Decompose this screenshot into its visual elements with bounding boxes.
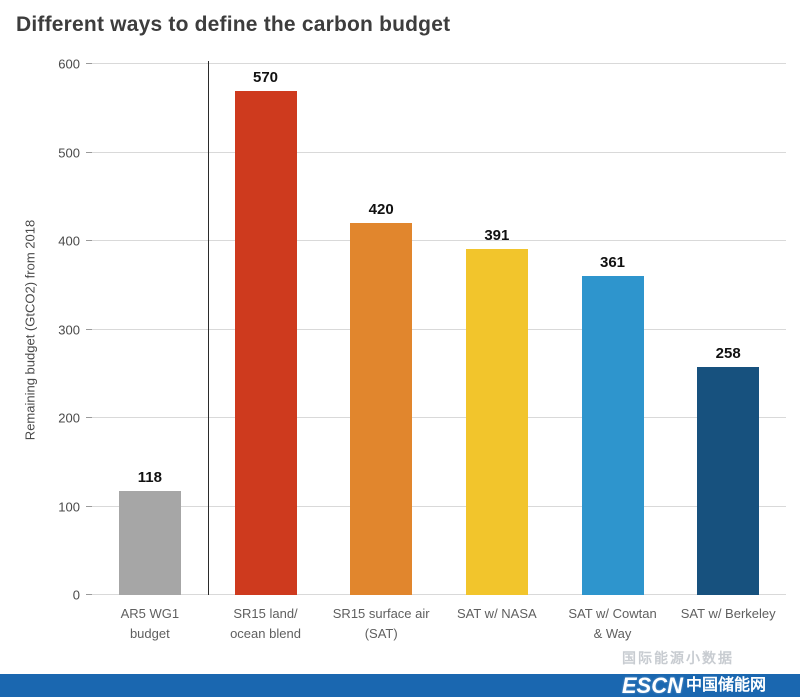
gridline	[92, 328, 786, 330]
grid-layer: 0 100 200 300 400 500 600	[58, 57, 786, 603]
x-axis-category-label: SAT w/ Cowtan & Way	[568, 606, 657, 641]
x-axis-category-label: SAT w/ NASA	[456, 606, 537, 621]
x-axis-labels: AR5 WG1 budget SR15 land/ ocean blend SR15…	[92, 604, 786, 643]
gridline	[92, 417, 786, 418]
bars-row: 118 570 420 391 361 258	[92, 64, 786, 595]
bar-slot: 118	[92, 64, 208, 595]
y-axis-tick	[86, 505, 92, 507]
bar-slot: 570	[208, 64, 324, 595]
y-axis-tick	[86, 594, 92, 595]
bar	[581, 275, 644, 595]
y-tick-label: 100	[58, 499, 80, 514]
footer-brand-strip: ESCN 中国储能网	[0, 674, 800, 697]
y-tick-label: 200	[58, 410, 80, 426]
gridline	[92, 151, 786, 153]
gridline	[92, 505, 786, 507]
bar-slot: 361	[555, 64, 671, 595]
plot-area: 0 100 200 300 400 500 600 118 570 420 391 361 258	[58, 57, 786, 603]
gridline	[92, 594, 786, 595]
bar-slot: 391	[439, 64, 555, 595]
bar-slot: 258	[670, 64, 786, 595]
bar-slot: 420	[323, 64, 439, 595]
separator-line	[207, 61, 209, 595]
bar-value-label: 391	[484, 226, 510, 244]
bar-value-label: 258	[715, 344, 741, 362]
bar	[465, 248, 528, 595]
chart-title: Different ways to define the carbon budg…	[16, 13, 451, 36]
x-axis-category-label: SR15 land/ ocean blend	[230, 606, 301, 641]
bar	[350, 223, 413, 595]
brand-escn-text: ESCN	[621, 672, 683, 697]
y-tick-label: 300	[58, 322, 80, 337]
y-tick-label: 500	[58, 145, 80, 160]
y-axis-tick	[86, 240, 92, 241]
y-axis-tick	[86, 417, 92, 418]
bar	[234, 90, 297, 595]
gridline	[92, 63, 786, 64]
bar-value-label: 420	[368, 201, 394, 219]
y-tick-label: 0	[72, 587, 80, 603]
bar-value-label: 570	[252, 68, 279, 86]
x-axis-category-label: AR5 WG1 budget	[120, 606, 180, 641]
y-axis-tick	[86, 63, 92, 64]
bar-value-label: 361	[600, 253, 626, 271]
brand-chinese-name: 中国储能网	[685, 676, 766, 694]
bar	[697, 366, 760, 595]
y-axis-tick	[86, 328, 92, 330]
y-tick-label: 400	[58, 233, 80, 249]
bar-value-label: 118	[137, 468, 162, 486]
y-axis-tick	[86, 151, 92, 153]
gridline	[92, 240, 786, 241]
x-axis-category-label: SAT w/ Berkeley	[680, 606, 776, 621]
bar	[118, 490, 181, 595]
y-tick-label: 600	[58, 56, 80, 72]
y-axis-title: Remaining budget (GtCO2) from 2018	[22, 219, 38, 441]
x-axis-category-label: SR15 surface air (SAT)	[332, 606, 430, 641]
watermark-text: 国际能源小数据	[622, 650, 734, 666]
